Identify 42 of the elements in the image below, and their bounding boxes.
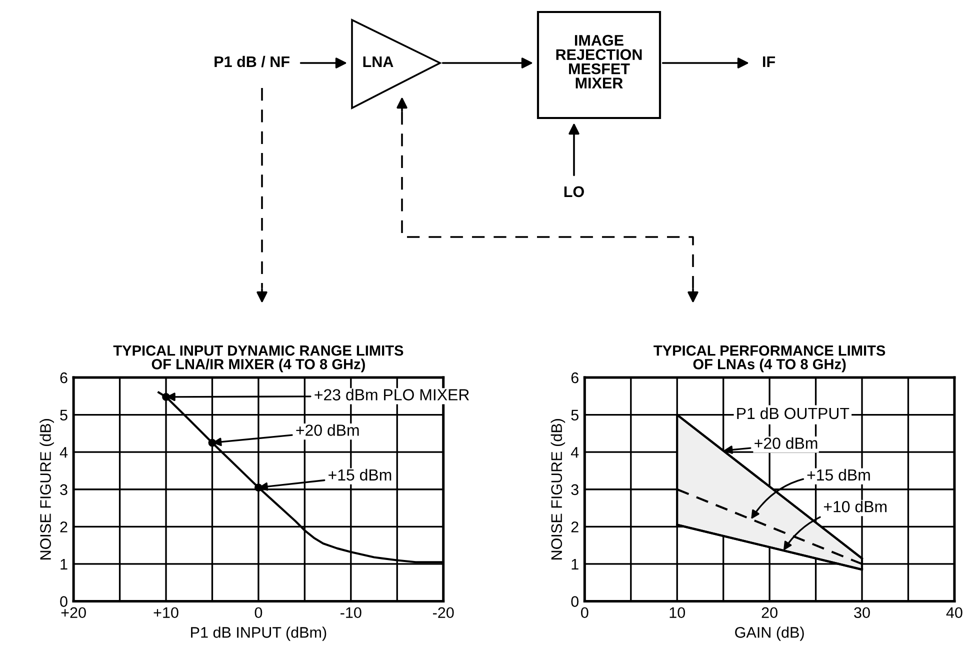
text: LNA (363, 56, 394, 67)
x-tick-label: 0 (254, 607, 262, 618)
annotation: +20 dBm (296, 424, 359, 436)
x-axis-title: GAIN (dB) (735, 626, 804, 641)
annotation: +20 dBm (754, 437, 818, 449)
text: LO (564, 186, 584, 198)
text: IMAGE REJECTION MESFET MIXER (556, 34, 642, 88)
annotation: +23 dBm PLO MIXER (314, 388, 469, 400)
y-tick-label: 1 (60, 558, 68, 570)
x-tick-label: -10 (340, 607, 362, 618)
y-tick-label: 0 (571, 596, 579, 607)
text: IF (763, 56, 776, 67)
y-tick-label: 5 (571, 410, 578, 420)
y-tick-label: 6 (571, 372, 578, 384)
x-tick-label: 40 (946, 607, 962, 618)
x-tick-label: 30 (854, 607, 870, 618)
y-tick-label: 5 (60, 410, 68, 420)
annotation: +10 dBm (824, 500, 886, 512)
y-axis-title: NOISE FIGURE (dB) (40, 419, 54, 560)
y-tick-label: 1 (572, 558, 578, 570)
y-tick-label: 4 (570, 447, 579, 458)
y-tick-label: 3 (60, 484, 68, 496)
x-tick-label: -20 (432, 607, 454, 618)
x-tick-label: +20 (61, 607, 86, 618)
text: P1 dB / NF (214, 56, 290, 68)
annotation: +15 dBm (807, 468, 870, 481)
annotation: +15 dBm (328, 468, 392, 481)
chart-title: TYPICAL PERFORMANCE LIMITS OF LNAs (4 TO 8 GHz) (654, 345, 886, 372)
chart-title: TYPICAL INPUT DYNAMIC RANGE LIMITS OF LNA/IR MIXER (4 TO 8 GHz) (113, 345, 404, 372)
x-tick-label: +10 (154, 607, 178, 618)
x-tick-label: 10 (670, 607, 686, 618)
y-tick-label: 4 (60, 447, 68, 458)
y-tick-label: 3 (571, 484, 578, 496)
x-tick-label: 20 (762, 607, 778, 618)
x-tick-label: 0 (581, 607, 588, 618)
y-tick-label: 2 (571, 522, 578, 532)
y-axis-title: NOISE FIGURE (dB) (550, 419, 566, 560)
x-axis-title: P1 dB INPUT (dBm) (191, 626, 326, 641)
y-tick-label: 2 (60, 522, 68, 532)
y-tick-label: 0 (60, 596, 68, 607)
annotation: P1 dB OUTPUT (737, 407, 850, 420)
y-tick-label: 6 (60, 372, 68, 384)
